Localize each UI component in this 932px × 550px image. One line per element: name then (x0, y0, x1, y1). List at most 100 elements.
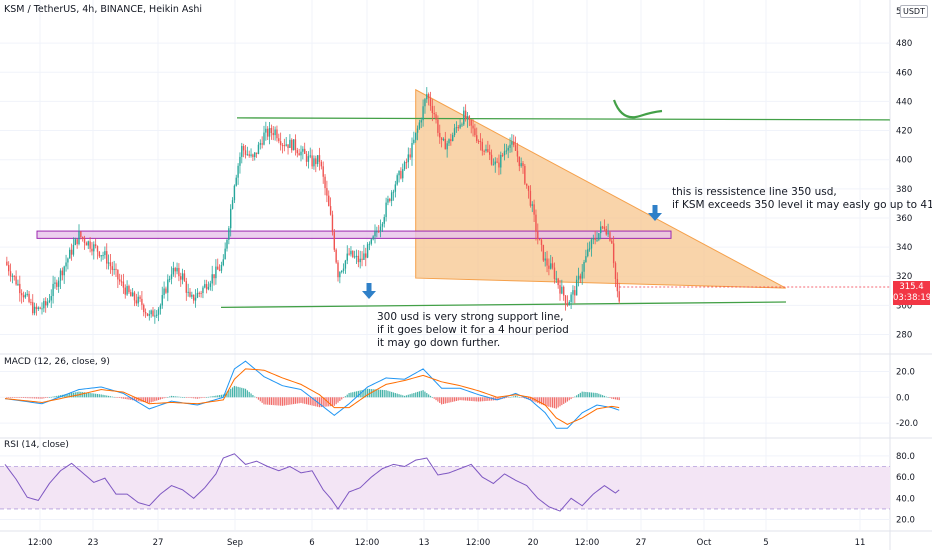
candle-body (592, 238, 594, 240)
candle-body (263, 132, 265, 145)
candle-body (487, 149, 489, 152)
rsi-tick-label: 20.0 (896, 516, 915, 526)
candle-body (415, 132, 417, 140)
macd-histogram-bar (56, 395, 58, 398)
macd-histogram-bar (374, 389, 376, 398)
candle-body (324, 176, 326, 189)
candle-body (496, 161, 498, 163)
candle-body (601, 226, 604, 228)
macd-histogram-bar (496, 397, 498, 401)
candle-body (426, 94, 428, 100)
macd-histogram-bar (574, 396, 576, 398)
macd-histogram-bar (261, 397, 263, 403)
macd-histogram-bar (415, 392, 417, 398)
candle-body (163, 288, 165, 296)
candle-body (505, 150, 508, 152)
candle-body (181, 273, 184, 280)
macd-histogram-bar (367, 388, 369, 398)
candle-body (254, 152, 256, 158)
macd-histogram-bar (600, 394, 602, 398)
macd-histogram-bar (342, 397, 345, 398)
macd-histogram-bar (402, 395, 404, 398)
price-tick-label: 280 (896, 331, 912, 341)
candle-body (204, 284, 206, 288)
price-top-tick-label: 5 (896, 7, 901, 17)
resistance-note-line-2: if KSM exceeds 350 level it may easly go… (672, 199, 932, 211)
macd-histogram-bar (413, 393, 415, 398)
macd-histogram-bar (598, 393, 600, 398)
candle-body (235, 177, 237, 186)
macd-histogram-bar (268, 397, 271, 405)
candle-body (130, 292, 132, 297)
price-tick-label: 320 (896, 272, 912, 282)
candle-body (144, 312, 147, 314)
macd-histogram-bar (41, 397, 43, 399)
price-tick-label: 480 (896, 39, 912, 49)
support-line (220, 301, 787, 309)
candle-body (193, 294, 195, 301)
rsi-tick-label: 60.0 (896, 473, 915, 483)
candle-body (365, 253, 367, 258)
candle-body (267, 128, 269, 137)
macd-histogram-bar (379, 389, 382, 398)
macd-histogram-bar (180, 396, 182, 398)
candle-body (291, 139, 293, 151)
macd-histogram-bar (22, 397, 25, 398)
macd-histogram-bar (263, 397, 265, 405)
candle-body (8, 265, 10, 272)
candle-body (513, 141, 515, 146)
candle-body (224, 248, 226, 260)
macd-histogram-bar (409, 394, 411, 398)
candle-body (603, 226, 606, 229)
macd-histogram-bar (119, 397, 121, 398)
macd-histogram-bar (309, 397, 311, 406)
macd-histogram-bar (174, 396, 176, 398)
candle-body (233, 185, 236, 201)
macd-histogram-bar (587, 392, 589, 398)
macd-histogram-bar (67, 393, 69, 398)
macd-histogram-bar (450, 397, 452, 403)
macd-histogram-bar (169, 396, 171, 398)
macd-histogram-bar (344, 396, 346, 398)
macd-histogram-bar (206, 397, 208, 398)
candle-body (298, 153, 300, 156)
macd-histogram-bar (183, 397, 186, 398)
macd-histogram-bar (228, 390, 230, 398)
macd-histogram-bar (387, 390, 389, 398)
candle-body (418, 122, 421, 129)
candle-body (433, 113, 435, 115)
macd-histogram-bar (461, 397, 463, 401)
candle-body (596, 239, 598, 241)
signal-line (4, 368, 620, 425)
macd-histogram-bar (613, 397, 615, 400)
macd-histogram-bar (618, 397, 620, 401)
candle-body (594, 238, 596, 240)
macd-histogram-bar (283, 397, 285, 406)
macd-histogram-bar (468, 397, 470, 401)
last-price-value: 315.4 (899, 282, 924, 292)
candle-body (583, 261, 585, 272)
candle-body (490, 154, 493, 165)
rsi-tick-label: 40.0 (896, 494, 915, 504)
candle-body (283, 145, 286, 147)
candle-body (242, 146, 245, 151)
candle-body (574, 290, 576, 296)
time-tick-label: Sep (227, 538, 243, 548)
currency-button[interactable]: USDT (900, 5, 928, 18)
rsi-tick-label: 80.0 (896, 452, 915, 462)
candle-body (22, 295, 25, 298)
candle-body (154, 315, 156, 317)
macd-histogram-bar (433, 397, 435, 399)
macd-histogram-bar (187, 397, 189, 398)
candle-body (102, 255, 104, 257)
candle-body (598, 233, 600, 240)
macd-histogram-bar (276, 397, 278, 406)
macd-histogram-bar (89, 393, 91, 398)
macd-histogram-bar (385, 390, 387, 398)
candle-body (228, 228, 230, 240)
candle-body (535, 214, 537, 232)
resistance-zone (36, 230, 672, 239)
macd-histogram-bar (585, 391, 587, 398)
candle-body (326, 188, 328, 196)
